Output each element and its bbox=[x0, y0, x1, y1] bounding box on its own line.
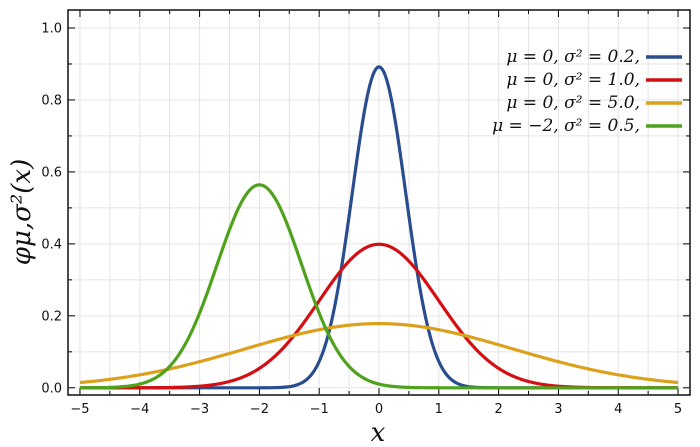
y-axis-label: φμ,σ²(x) bbox=[7, 159, 37, 266]
x-axis-label: x bbox=[371, 418, 386, 447]
ticks: −5 −4 −3 −2 −1 0 1 2 3 4 5 0.0 0.2 0.4 0.6 0.8 1.0 bbox=[41, 10, 690, 417]
y-tick-label: 0.6 bbox=[41, 165, 62, 180]
x-tick-label: −4 bbox=[130, 402, 149, 417]
series-lines bbox=[79, 65, 679, 390]
legend-label-1: μ = 0, σ² = 0.2, bbox=[506, 47, 640, 67]
x-tick-label: −2 bbox=[250, 402, 269, 417]
x-tick-label: 5 bbox=[674, 402, 682, 417]
x-tick-label: 3 bbox=[554, 402, 562, 417]
x-tick-label: −1 bbox=[310, 402, 329, 417]
y-tick-label: 0.2 bbox=[41, 309, 62, 324]
y-tick-label: 0.0 bbox=[41, 381, 62, 396]
legend: μ = 0, σ² = 0.2, μ = 0, σ² = 1.0, μ = 0, σ… bbox=[492, 47, 682, 136]
legend-label-3: μ = 0, σ² = 5.0, bbox=[506, 93, 640, 113]
legend-label-2: μ = 0, σ² = 1.0, bbox=[506, 70, 640, 90]
x-tick-label: 2 bbox=[494, 402, 502, 417]
grid bbox=[68, 10, 690, 395]
x-tick-label: −5 bbox=[70, 402, 89, 417]
x-tick-label: 1 bbox=[435, 402, 443, 417]
x-tick-label: 0 bbox=[375, 402, 383, 417]
x-tick-label: 4 bbox=[614, 402, 622, 417]
y-tick-label: 0.8 bbox=[41, 93, 62, 108]
y-tick-label: 0.4 bbox=[41, 237, 62, 252]
series-line-4 bbox=[79, 183, 679, 390]
y-tick-label: 1.0 bbox=[41, 21, 62, 36]
x-tick-label: −3 bbox=[190, 402, 209, 417]
legend-label-4: μ = −2, σ² = 0.5, bbox=[492, 116, 640, 136]
series-line-3 bbox=[79, 322, 679, 385]
